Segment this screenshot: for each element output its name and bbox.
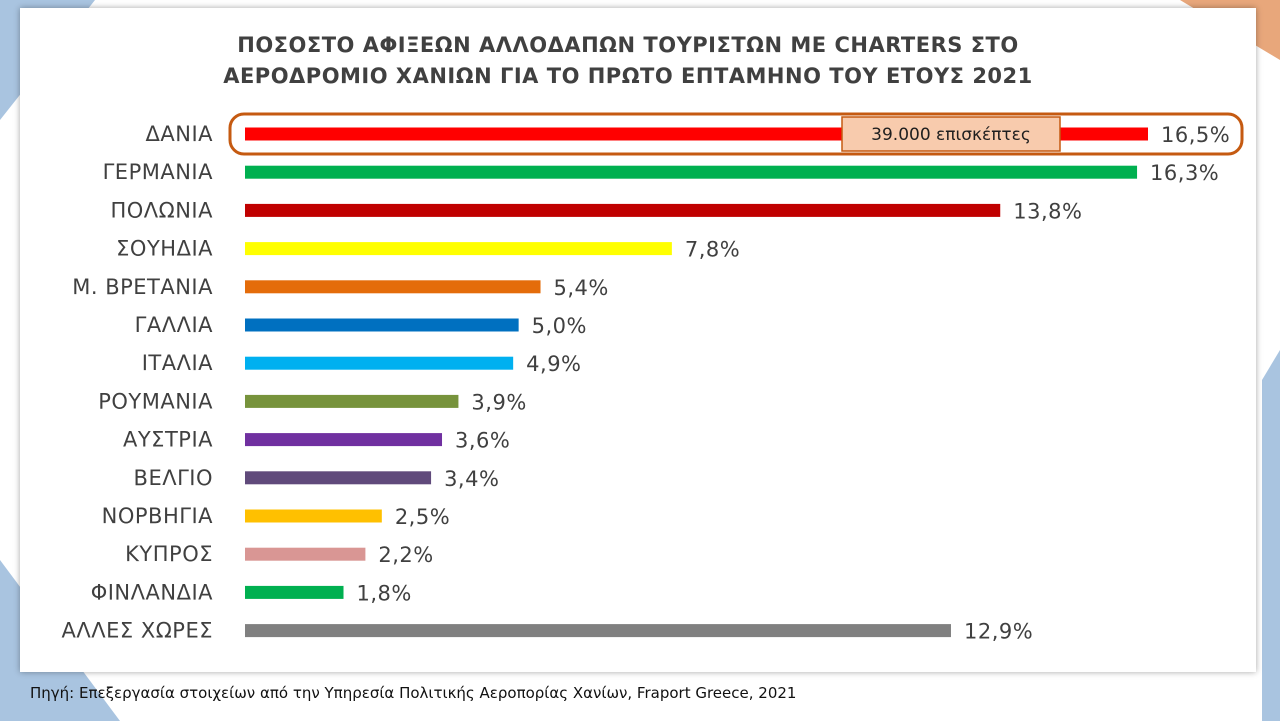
value-label-κυπρος: 2,2%	[378, 543, 433, 567]
bar-κυπρος	[245, 547, 366, 561]
category-label-αλλες-χωρες: ΑΛΛΕΣ ΧΩΡΕΣ	[62, 619, 213, 643]
bar-ρουμανια	[245, 394, 459, 408]
category-label-αυστρια: ΑΥΣΤΡΙΑ	[123, 428, 213, 452]
value-label-σουηδια: 7,8%	[685, 238, 740, 262]
bar-γερμανια	[245, 165, 1138, 179]
value-label-πολωνια: 13,8%	[1013, 199, 1082, 223]
bar-βελγιο	[245, 471, 432, 485]
category-label-δανια: ΔΑΝΙΑ	[146, 122, 214, 146]
bar-αλλες-χωρες	[245, 624, 951, 638]
value-label-δανια: 16,5%	[1161, 123, 1230, 147]
category-label-ρουμανια: ΡΟΥΜΑΝΙΑ	[98, 389, 213, 413]
highlight-outline	[228, 112, 1244, 156]
value-label-μ-βρετανια: 5,4%	[554, 276, 609, 300]
value-label-ρουμανια: 3,9%	[471, 390, 526, 414]
bar-γαλλια	[245, 318, 519, 332]
category-label-πολωνια: ΠΟΛΩΝΙΑ	[110, 198, 213, 222]
category-label-κυπρος: ΚΥΠΡΟΣ	[125, 542, 213, 566]
value-label-αυστρια: 3,6%	[455, 429, 510, 453]
category-label-ιταλια: ΙΤΑΛΙΑ	[142, 351, 213, 375]
category-label-μ-βρετανια: Μ. ΒΡΕΤΑΝΙΑ	[72, 275, 213, 299]
source-note: Πηγή: Επεξεργασία στοιχείων από την Υπηρ…	[30, 684, 797, 702]
chart-title-line-2: ΑΕΡΟΔΡΟΜΙΟ ΧΑΝΙΩΝ ΓΙΑ ΤΟ ΠΡΩΤΟ ΕΠΤΑΜΗΝΟ …	[223, 64, 1033, 88]
bar-φινλανδια	[245, 585, 344, 599]
bar-chart: ΠΟΣΟΣΤΟ ΑΦΙΞΕΩΝ ΑΛΛΟΔΑΠΩΝ ΤΟΥΡΙΣΤΩΝ ΜΕ C…	[62, 33, 1244, 644]
bar-μ-βρετανια	[245, 280, 541, 294]
value-label-γαλλια: 5,0%	[532, 314, 587, 338]
value-label-ιταλια: 4,9%	[526, 352, 581, 376]
bar-νορβηγια	[245, 509, 382, 523]
category-label-φινλανδια: ΦΙΝΛΑΝΔΙΑ	[91, 580, 213, 604]
chart-panel: ΠΟΣΟΣΤΟ ΑΦΙΞΕΩΝ ΑΛΛΟΔΑΠΩΝ ΤΟΥΡΙΣΤΩΝ ΜΕ C…	[20, 8, 1256, 672]
category-label-γαλλια: ΓΑΛΛΙΑ	[135, 313, 213, 337]
category-label-γερμανια: ΓΕΡΜΑΝΙΑ	[103, 160, 214, 184]
callout-text: 39.000 επισκέπτες	[871, 125, 1031, 145]
bars-group: ΔΑΝΙΑ 16,5% ΓΕΡΜΑΝΙΑ 16,3% ΠΟΛΩΝΙΑ 13,8% ΣΟΥΗΔ…	[62, 112, 1244, 644]
bar-ιταλια	[245, 356, 514, 370]
background-blue-shape-right	[1262, 350, 1280, 721]
bar-πολωνια	[245, 203, 1001, 217]
value-label-βελγιο: 3,4%	[444, 467, 499, 491]
category-label-σουηδια: ΣΟΥΗΔΙΑ	[116, 237, 213, 261]
bar-σουηδια	[245, 242, 672, 256]
category-label-βελγιο: ΒΕΛΓΙΟ	[134, 466, 213, 490]
category-label-νορβηγια: ΝΟΡΒΗΓΙΑ	[102, 504, 213, 528]
callout-box	[841, 116, 1061, 152]
value-label-αλλες-χωρες: 12,9%	[964, 620, 1033, 644]
bar-αυστρια	[245, 433, 443, 447]
value-label-γερμανια: 16,3%	[1150, 161, 1219, 185]
chart-title-line-1: ΠΟΣΟΣΤΟ ΑΦΙΞΕΩΝ ΑΛΛΟΔΑΠΩΝ ΤΟΥΡΙΣΤΩΝ ΜΕ C…	[237, 33, 1018, 57]
value-label-νορβηγια: 2,5%	[395, 505, 450, 529]
value-label-φινλανδια: 1,8%	[357, 581, 412, 605]
